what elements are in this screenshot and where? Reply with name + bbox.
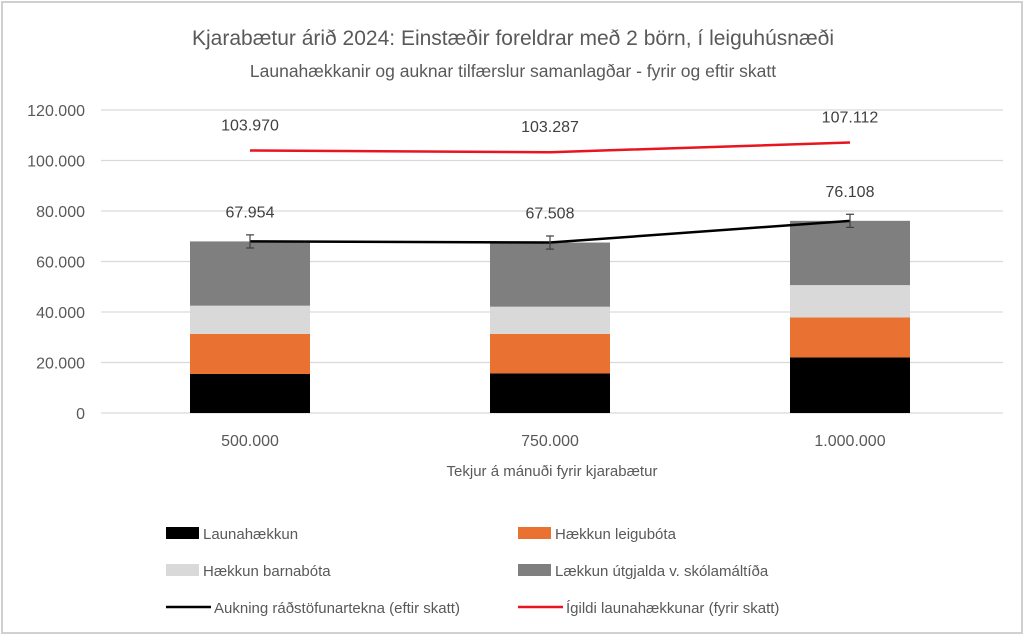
chart-title: Kjarabætur árið 2024: Einstæðir foreldra… [192,27,834,50]
series-line [249,141,851,154]
legend-label: Hækkun barnabóta [203,563,331,580]
chart-subtitle: Launahækkanir og auknar tilfærslur saman… [250,61,776,81]
bar-segment [790,285,910,318]
bar-segment [790,220,910,286]
y-tick-label: 100.000 [27,154,85,171]
data-label: 107.112 [822,110,879,127]
data-label: 76.108 [826,184,875,201]
bar-segment [190,305,310,334]
y-tick-label: 60.000 [36,255,85,272]
x-tick-label: 500.000 [221,433,279,450]
legend-item: Launahækkun [166,526,298,543]
bar-segment [490,333,610,374]
data-label: 67.508 [526,206,575,223]
legend-item: Aukning ráðstöfunartekna (eftir skatt) [166,600,460,617]
bar-segment [490,306,610,334]
data-label: 103.970 [221,117,279,134]
y-tick-label: 120.000 [27,103,85,120]
legend-swatch [518,564,551,576]
legend-label: Ígildi launahækkunar (fyrir skatt) [566,600,779,617]
error-bar [246,234,254,249]
error-bar [546,235,554,250]
bar-segment [190,333,310,374]
legend-label: Lækkun útgjalda v. skólamáltíða [555,563,769,580]
y-tick-label: 0 [76,406,85,423]
chart: Kjarabætur árið 2024: Einstæðir foreldra… [27,27,1003,617]
bar-segment [790,357,910,413]
x-tick-label: 1.000.000 [814,433,885,450]
legend-item: Lækkun útgjalda v. skólamáltíða [518,563,769,580]
data-label: 103.287 [521,119,579,136]
x-axis-title: Tekjur á mánuði fyrir kjarabætur [447,463,658,480]
legend-swatch [166,527,199,539]
error-bar [846,213,854,228]
bar-segment [490,242,610,307]
y-tick-label: 20.000 [36,356,85,373]
bar-segment [490,373,610,413]
legend-swatch [518,527,551,539]
bar-segment [190,373,310,413]
bar-segment [190,241,310,306]
y-tick-label: 40.000 [36,305,85,322]
bar-segment [790,317,910,358]
legend-swatch [166,564,199,576]
legend-item: Hækkun leigubóta [518,526,677,543]
x-tick-label: 750.000 [521,433,579,450]
legend-label: Hækkun leigubóta [555,526,677,543]
data-label: 67.954 [226,204,275,221]
y-tick-label: 80.000 [36,204,85,221]
legend-label: Launahækkun [203,526,298,543]
legend-label: Aukning ráðstöfunartekna (eftir skatt) [214,600,460,617]
legend-item: Ígildi launahækkunar (fyrir skatt) [518,600,779,617]
legend-item: Hækkun barnabóta [166,563,331,580]
